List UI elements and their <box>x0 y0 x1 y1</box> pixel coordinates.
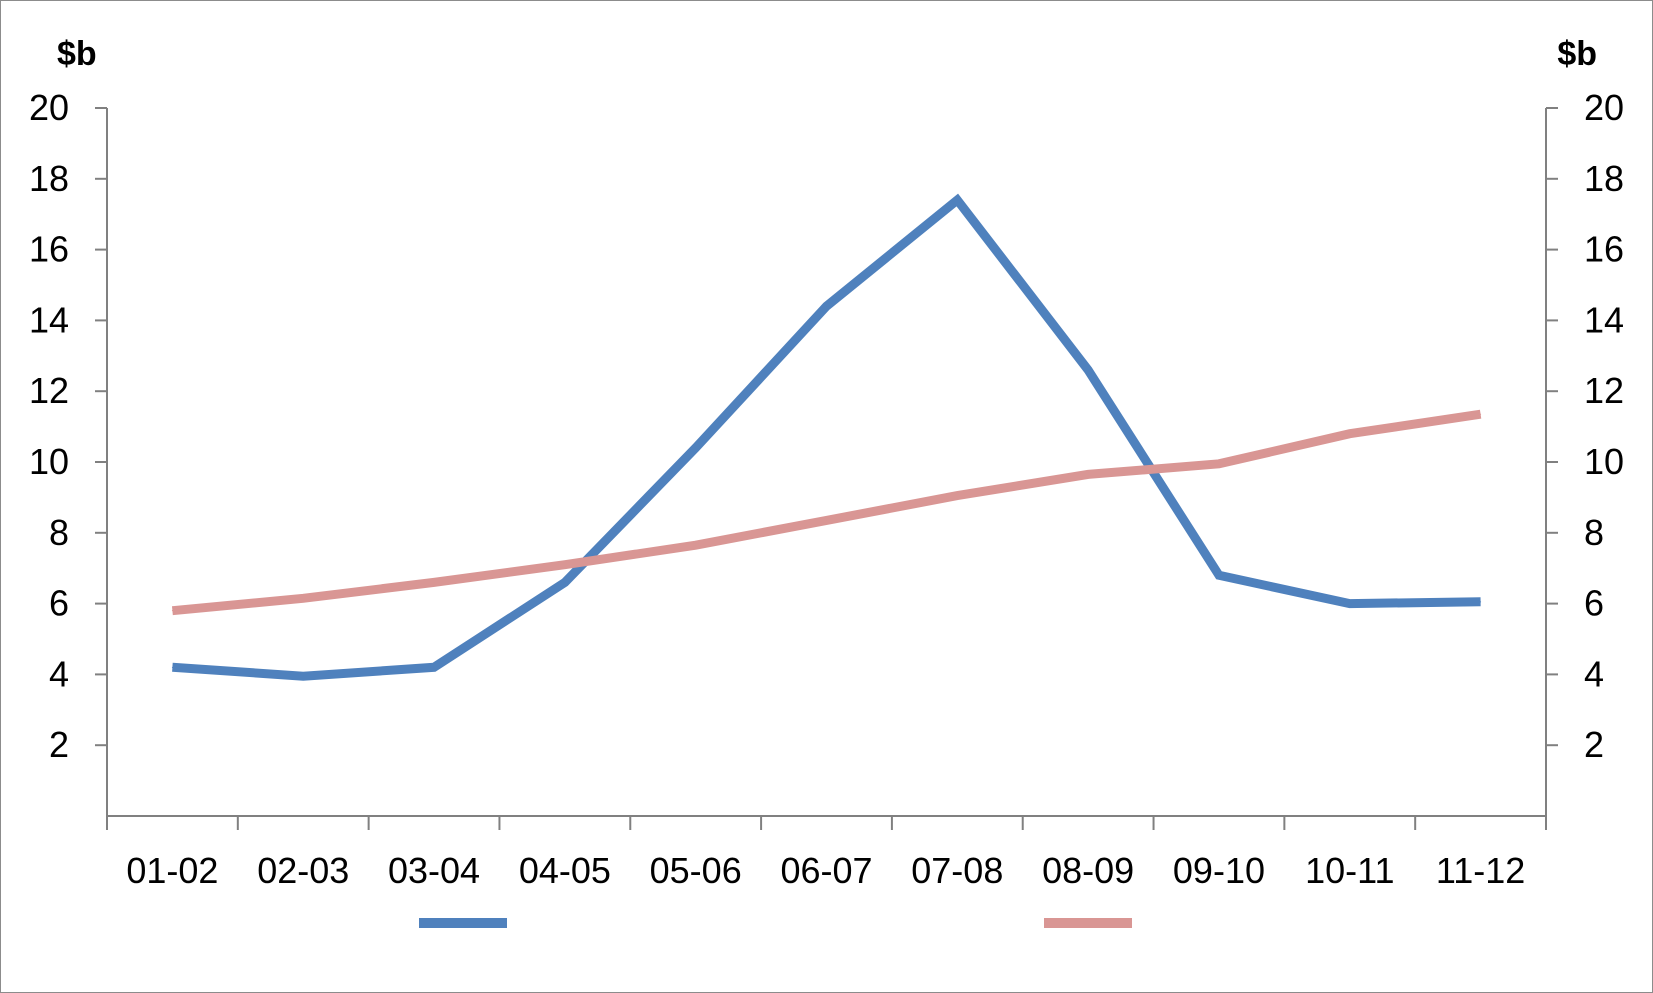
left-tick-label: 18 <box>29 158 69 199</box>
data-point <box>433 581 435 583</box>
data-point <box>1349 603 1351 605</box>
x-axis-ticks: 01-02 02-03 03-04 04-05 05-06 06-07 07-08 08-09… <box>106 816 1547 891</box>
x-tick-label: 04-05 <box>519 850 611 891</box>
x-tick-label: 08-09 <box>1042 850 1134 891</box>
data-point <box>1087 369 1089 371</box>
series-line-1 <box>172 193 1481 681</box>
series-layer <box>171 193 1482 681</box>
data-point <box>171 610 173 612</box>
right-tick-label: 2 <box>1584 724 1604 765</box>
data-point <box>1349 433 1351 435</box>
left-tick-label: 20 <box>29 87 69 128</box>
data-point <box>956 495 958 497</box>
data-point <box>564 581 566 583</box>
axes <box>106 108 1547 817</box>
left-tick-label: 16 <box>29 229 69 270</box>
data-point <box>302 597 304 599</box>
data-point <box>1480 413 1482 415</box>
left-tick-label: 12 <box>29 370 69 411</box>
right-axis-unit: $b <box>1557 35 1597 73</box>
data-point <box>564 564 566 566</box>
x-tick-label: 01-02 <box>126 850 218 891</box>
data-point <box>956 199 958 201</box>
x-tick-label: 11-12 <box>1436 850 1525 891</box>
right-tick-label: 16 <box>1584 229 1624 270</box>
right-axis-ticks: 2 4 6 8 10 12 14 16 18 20 <box>1546 87 1624 765</box>
data-point <box>695 544 697 546</box>
data-point <box>433 666 435 668</box>
data-point <box>1218 463 1220 465</box>
data-point <box>1087 473 1089 475</box>
right-tick-label: 12 <box>1584 370 1624 411</box>
x-tick-label: 07-08 <box>911 850 1003 891</box>
left-axis-unit: $b <box>57 35 97 73</box>
x-tick-label: 09-10 <box>1173 850 1265 891</box>
x-tick-label: 06-07 <box>780 850 872 891</box>
data-point <box>302 675 304 677</box>
data-point <box>695 447 697 449</box>
data-point <box>826 519 827 521</box>
x-tick-label: 05-06 <box>650 850 742 891</box>
data-point <box>171 666 173 668</box>
left-tick-label: 10 <box>29 441 69 482</box>
right-tick-label: 20 <box>1584 87 1624 128</box>
series-line-2 <box>171 409 1482 616</box>
left-tick-label: 6 <box>49 583 69 624</box>
left-tick-label: 8 <box>49 512 69 553</box>
x-tick-label: 03-04 <box>388 850 480 891</box>
x-tick-label: 02-03 <box>257 850 349 891</box>
data-point <box>1218 574 1220 576</box>
right-tick-label: 14 <box>1584 299 1624 340</box>
left-tick-label: 4 <box>49 653 69 694</box>
right-tick-label: 8 <box>1584 512 1604 553</box>
left-axis-ticks: 2 4 6 8 10 12 14 16 18 20 <box>29 87 107 765</box>
data-point <box>826 305 827 307</box>
x-tick-label: 10-11 <box>1305 850 1394 891</box>
left-tick-label: 14 <box>29 299 69 340</box>
right-tick-label: 4 <box>1584 653 1604 694</box>
right-tick-label: 10 <box>1584 441 1624 482</box>
data-point <box>1480 601 1482 603</box>
right-tick-label: 6 <box>1584 583 1604 624</box>
right-tick-label: 18 <box>1584 158 1624 199</box>
left-tick-label: 2 <box>49 724 69 765</box>
